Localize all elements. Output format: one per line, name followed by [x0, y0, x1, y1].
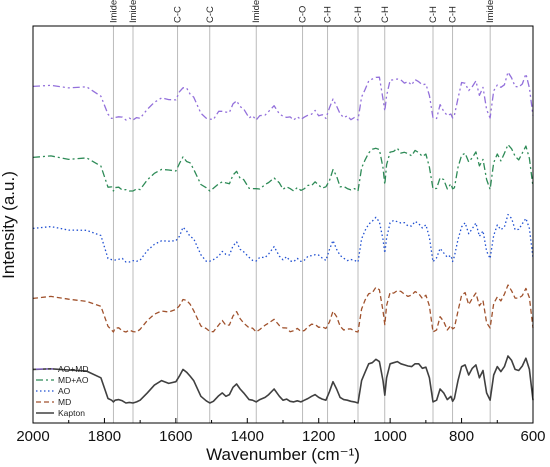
legend-label: AO [58, 386, 71, 396]
series-line [32, 355, 534, 404]
annotation-label: C-H [428, 6, 439, 23]
y-axis-title: Intensity (a.u.) [0, 171, 18, 279]
annotation-label: Imide Ⅰ [108, 0, 119, 23]
annotation-label: C-H [353, 6, 364, 23]
series-line [32, 143, 534, 192]
series-layer [32, 71, 534, 404]
x-tick-label: 2000 [16, 428, 49, 445]
annotation-label: Imide Ⅱ [128, 0, 139, 23]
x-tick-label: 1200 [302, 428, 335, 445]
annotation-label: C-H [323, 6, 334, 23]
x-tick-label: 1400 [231, 428, 264, 445]
annotation-lines [112, 26, 491, 423]
annotation-label: C-C [173, 6, 184, 23]
annotation-label: C-H [380, 6, 391, 23]
legend-label: Kapton [58, 408, 85, 418]
legend-label: MD+AO [58, 375, 89, 385]
x-tick-label: 800 [449, 428, 474, 445]
series-line [32, 71, 534, 121]
annotation-label: C-O [298, 6, 309, 23]
annotation-label: C-H [448, 6, 459, 23]
annotation-labels: Imide Ⅰ Imide Ⅱ C-C C-C Imide Ⅲ C-O C-H C-H C-H C… [108, 0, 496, 23]
x-tick-label: 1000 [373, 428, 406, 445]
x-tick-label: 1600 [159, 428, 192, 445]
series-line [32, 213, 534, 263]
x-axis-title: Wavenumber (cm⁻¹) [206, 445, 360, 464]
legend-label: AO+MD [58, 364, 88, 374]
series-line [32, 284, 534, 333]
annotation-label: Imide Ⅲ [251, 0, 262, 23]
annotation-label: Imide Ⅳ [485, 0, 496, 23]
x-tick-label: 600 [520, 428, 545, 445]
plot-frame [32, 25, 534, 424]
legend-label: MD [58, 397, 71, 407]
x-axis-ticks: 2000 1800 1600 1400 1200 1000 800 600 [16, 418, 546, 445]
annotation-label: C-C [205, 6, 216, 23]
x-tick-label: 1800 [88, 428, 121, 445]
